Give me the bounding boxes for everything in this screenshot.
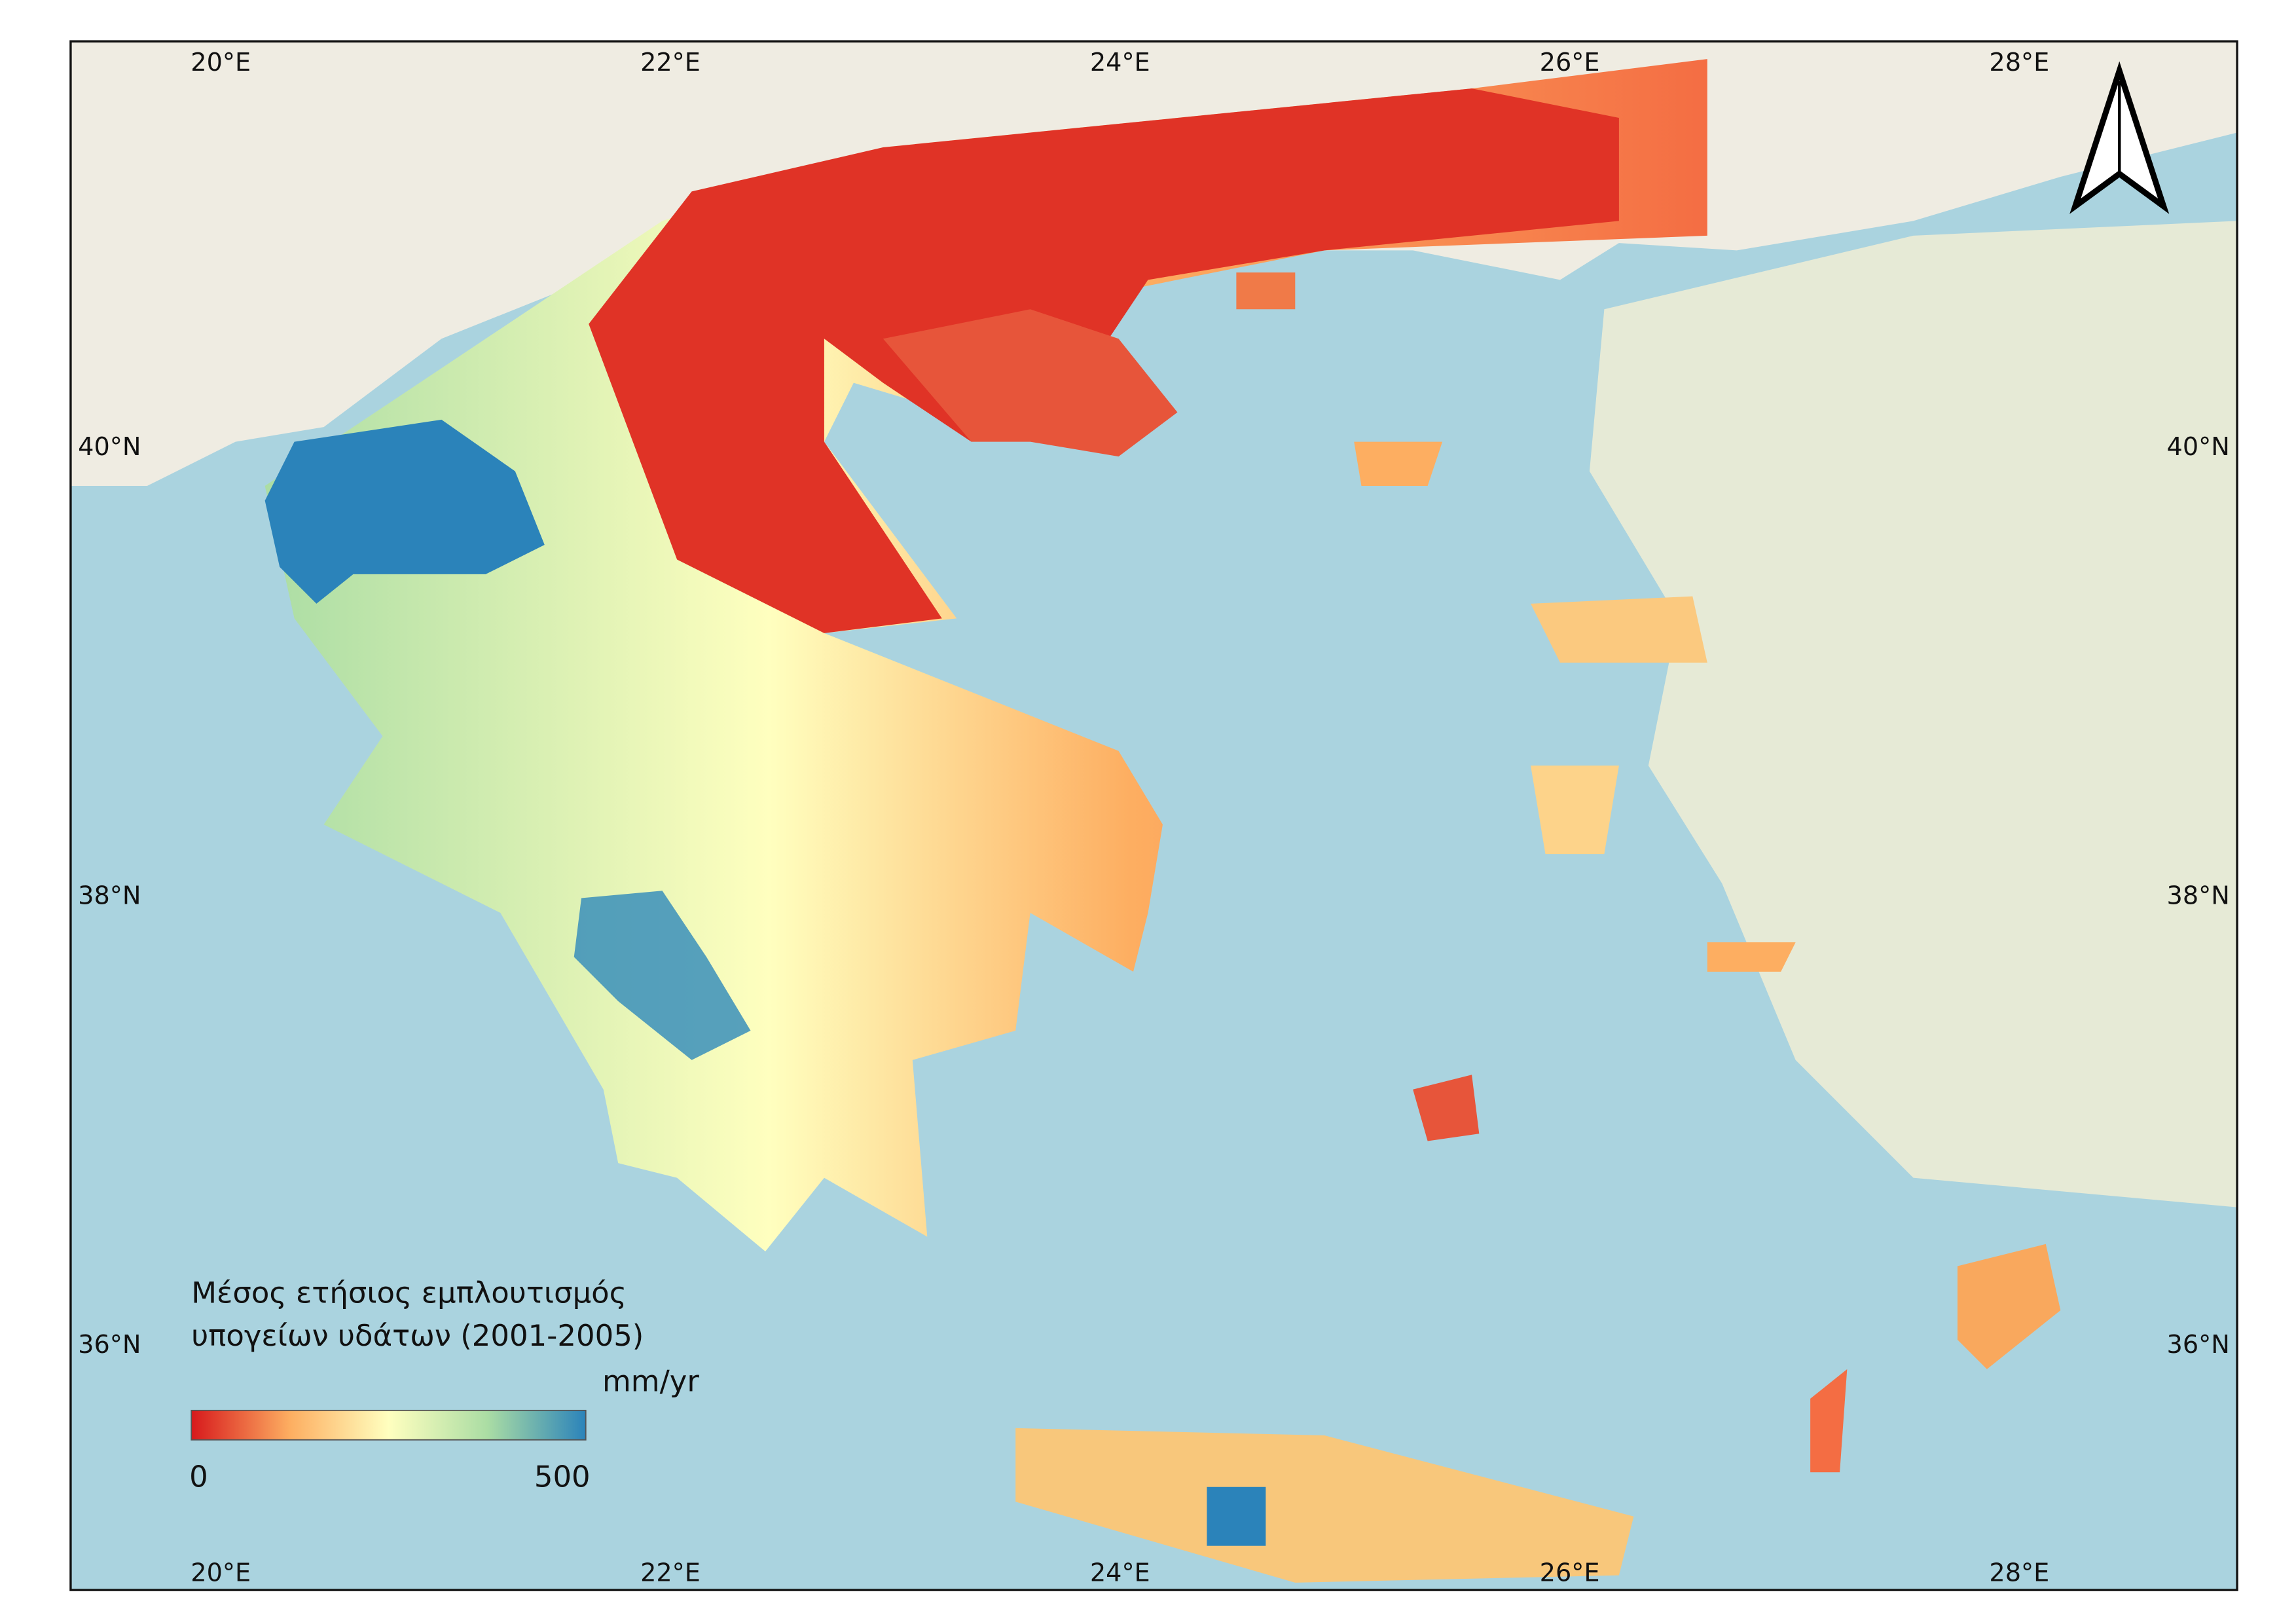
crete-wet xyxy=(1207,1486,1266,1546)
lemnos xyxy=(1354,441,1443,487)
longitude-label: 20°E xyxy=(191,48,251,77)
latitude-label: 40°N xyxy=(2167,433,2230,462)
samos xyxy=(1707,942,1796,972)
chios xyxy=(1531,766,1619,855)
naxos xyxy=(1413,1075,1480,1141)
longitude-label: 22°E xyxy=(640,48,701,77)
longitude-label: 22°E xyxy=(640,1559,701,1588)
legend-max: 500 xyxy=(534,1460,591,1494)
legend-title: υπογείων υδάτων (2001-2005) xyxy=(191,1318,644,1353)
lesvos xyxy=(1531,596,1707,663)
map-frame xyxy=(69,40,2238,1591)
anatolia xyxy=(1589,221,2238,1208)
longitude-label: 24°E xyxy=(1090,48,1150,77)
longitude-label: 26°E xyxy=(1540,48,1600,77)
wet-epirus xyxy=(264,419,545,604)
legend-title: Μέσος ετήσιος εμπλουτισμός xyxy=(191,1276,627,1310)
north-arrow xyxy=(2069,61,2170,214)
karpathos xyxy=(1810,1369,1848,1473)
thasos xyxy=(1236,272,1296,310)
longitude-label: 28°E xyxy=(1989,48,2049,77)
wet-peloponnese xyxy=(574,891,751,1060)
legend: Μέσος ετήσιος εμπλουτισμός υπογείων υδάτ… xyxy=(189,1276,699,1494)
legend-min: 0 xyxy=(189,1460,208,1494)
latitude-label: 36°N xyxy=(78,1331,141,1359)
crete xyxy=(1015,1428,1634,1583)
longitude-label: 20°E xyxy=(191,1559,251,1588)
longitude-label: 24°E xyxy=(1090,1559,1150,1588)
latitude-label: 38°N xyxy=(2167,882,2230,911)
rhodes xyxy=(1957,1244,2061,1369)
longitude-label: 26°E xyxy=(1540,1559,1600,1588)
longitude-label: 28°E xyxy=(1989,1559,2049,1588)
dry-north xyxy=(589,88,1619,633)
latitude-label: 40°N xyxy=(78,433,141,462)
graticule-labels: 20°E 20°E 22°E 22°E 24°E 24°E 26°E 26°E 28°E 28°E… xyxy=(78,48,2230,1588)
legend-unit: mm/yr xyxy=(602,1364,699,1399)
color-bar xyxy=(191,1409,587,1441)
latitude-label: 38°N xyxy=(78,882,141,911)
latitude-label: 36°N xyxy=(2167,1331,2230,1359)
chalkidiki xyxy=(883,309,1178,457)
recharge-raster xyxy=(264,59,2061,1583)
